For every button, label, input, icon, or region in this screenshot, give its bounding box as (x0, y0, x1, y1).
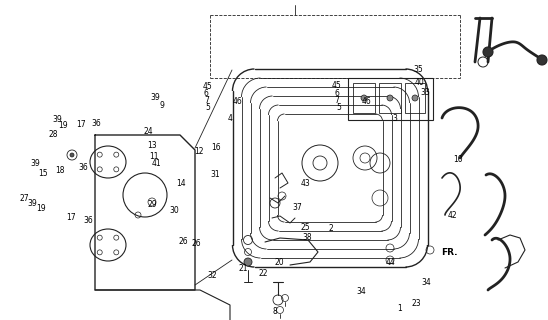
Text: 7: 7 (204, 96, 209, 105)
Text: 25: 25 (300, 223, 310, 232)
Circle shape (537, 55, 547, 65)
Circle shape (412, 95, 418, 101)
Circle shape (483, 47, 493, 57)
Text: 14: 14 (176, 179, 186, 188)
Text: 37: 37 (293, 203, 302, 212)
Text: 7: 7 (335, 96, 339, 105)
Bar (379, 83, 401, 113)
Text: 43: 43 (300, 180, 310, 188)
Text: 31: 31 (210, 170, 220, 179)
Text: 32: 32 (208, 271, 218, 280)
Text: 6: 6 (204, 89, 208, 98)
Bar (353, 83, 375, 113)
Text: 24: 24 (143, 127, 153, 136)
Text: 1: 1 (398, 304, 402, 313)
Text: 39: 39 (151, 93, 161, 102)
Text: 6: 6 (334, 89, 339, 98)
Text: 17: 17 (76, 120, 86, 129)
Text: 4: 4 (228, 114, 232, 123)
Text: 12: 12 (194, 148, 204, 156)
Text: 5: 5 (206, 103, 210, 112)
Text: 19: 19 (58, 121, 68, 130)
Text: FR.: FR. (441, 248, 458, 257)
Text: 8: 8 (273, 308, 277, 316)
Text: 18: 18 (55, 166, 65, 175)
Text: 9: 9 (159, 101, 164, 110)
Text: 39: 39 (31, 159, 41, 168)
Text: 23: 23 (412, 300, 421, 308)
Text: 45: 45 (202, 82, 212, 91)
Text: 44: 44 (385, 258, 395, 267)
Text: 39: 39 (52, 115, 62, 124)
Text: 45: 45 (332, 81, 341, 90)
Text: 5: 5 (336, 103, 341, 112)
Text: 34: 34 (421, 278, 431, 287)
Text: 3: 3 (392, 114, 397, 123)
Text: 33: 33 (420, 88, 430, 97)
Text: 17: 17 (66, 213, 76, 222)
Circle shape (387, 95, 393, 101)
Circle shape (361, 95, 367, 101)
Text: 36: 36 (84, 216, 94, 225)
Circle shape (244, 258, 252, 266)
Text: 34: 34 (357, 287, 367, 296)
Text: 26: 26 (179, 237, 189, 246)
Text: 46: 46 (361, 97, 371, 106)
Bar (405, 83, 425, 113)
Text: 21: 21 (238, 264, 248, 273)
Text: 29: 29 (147, 200, 157, 209)
Text: 22: 22 (258, 269, 268, 278)
Text: 38: 38 (302, 233, 312, 242)
Text: 42: 42 (448, 211, 458, 220)
Text: 36: 36 (91, 119, 101, 128)
Text: 27: 27 (20, 194, 30, 203)
Text: 26: 26 (191, 239, 201, 248)
Text: 13: 13 (147, 141, 157, 150)
Text: 15: 15 (38, 169, 48, 178)
Text: 10: 10 (453, 155, 463, 164)
Text: 11: 11 (149, 152, 159, 161)
Bar (348, 78, 433, 120)
Text: 19: 19 (36, 204, 46, 213)
Text: 2: 2 (329, 224, 333, 233)
Text: 36: 36 (78, 163, 88, 172)
Circle shape (70, 153, 74, 157)
Text: 41: 41 (152, 159, 162, 168)
Text: 20: 20 (275, 258, 284, 267)
Text: 39: 39 (27, 199, 37, 208)
Text: 40: 40 (415, 78, 425, 87)
Text: 16: 16 (212, 143, 221, 152)
Text: 30: 30 (169, 206, 179, 215)
Text: 46: 46 (232, 97, 242, 106)
Text: 35: 35 (414, 65, 424, 74)
Text: 28: 28 (49, 130, 59, 139)
